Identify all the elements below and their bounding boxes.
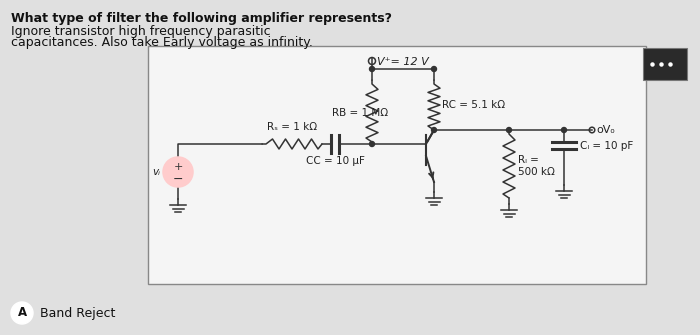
Text: Rₗ =
500 kΩ: Rₗ = 500 kΩ (518, 155, 555, 177)
Text: RC = 5.1 kΩ: RC = 5.1 kΩ (442, 100, 505, 110)
Text: CC = 10 μF: CC = 10 μF (306, 156, 365, 166)
Text: capacitances. Also take Early voltage as infinity.: capacitances. Also take Early voltage as… (11, 36, 313, 49)
Circle shape (431, 128, 437, 133)
Circle shape (507, 128, 512, 133)
Circle shape (561, 128, 566, 133)
Bar (148, 46, 646, 284)
Text: What type of filter the following amplifier represents?: What type of filter the following amplif… (11, 12, 392, 25)
Circle shape (431, 67, 437, 71)
Text: +: + (174, 162, 183, 172)
Bar (643, 48, 687, 80)
Text: V⁺= 12 V: V⁺= 12 V (377, 57, 428, 67)
Text: −: − (173, 173, 183, 186)
Text: Cₗ = 10 pF: Cₗ = 10 pF (580, 140, 634, 150)
Text: oVₒ: oVₒ (596, 125, 615, 135)
Circle shape (370, 141, 374, 146)
Text: Band Reject: Band Reject (40, 307, 116, 320)
Circle shape (11, 302, 33, 324)
Circle shape (370, 67, 374, 71)
Circle shape (163, 157, 193, 187)
Text: vᵢ: vᵢ (152, 167, 160, 177)
Text: Rₛ = 1 kΩ: Rₛ = 1 kΩ (267, 122, 317, 132)
Text: RB = 1 MΩ: RB = 1 MΩ (332, 108, 388, 118)
Text: A: A (18, 307, 27, 320)
Text: Ignore transistor high frequency parasitic: Ignore transistor high frequency parasit… (11, 25, 271, 38)
